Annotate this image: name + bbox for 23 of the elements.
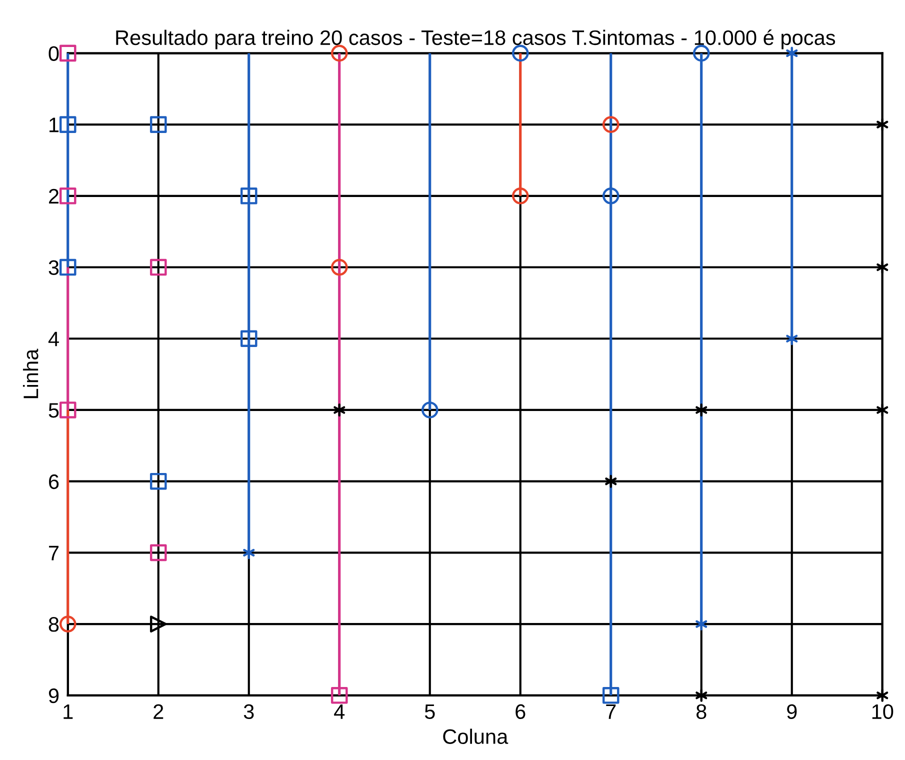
x-tick-label: 5: [424, 704, 435, 720]
chart-title: Resultado para treino 20 casos - Teste=18 casos T.Sintomas - 10.000 é pocas: [116, 30, 836, 50]
x-tick-label: 3: [244, 704, 254, 720]
x-tick-label: 6: [516, 704, 526, 720]
y-tick-label: 6: [49, 474, 59, 490]
x-tick-label: 4: [334, 704, 345, 719]
x-tick-label: 9: [787, 704, 797, 720]
x-axis-title: Coluna: [443, 728, 508, 744]
y-tick-label: 1: [50, 118, 59, 132]
y-tick-label: 9: [48, 688, 59, 704]
y-tick-label: 4: [48, 332, 59, 346]
x-tick-label: 2: [154, 704, 164, 719]
y-tick-label: 8: [48, 617, 59, 632]
y-tick-label: 2: [49, 188, 58, 204]
x-tick-label: 10: [872, 704, 894, 720]
y-tick-label: 3: [48, 260, 59, 276]
x-tick-label: 7: [606, 704, 616, 719]
y-tick-label: 0: [48, 46, 59, 61]
y-tick-label: 5: [48, 403, 59, 418]
y-tick-label: 7: [49, 546, 58, 560]
y-axis-title: Linha: [22, 348, 38, 398]
x-tick-label: 1: [64, 704, 73, 719]
x-tick-label: 8: [696, 704, 706, 720]
